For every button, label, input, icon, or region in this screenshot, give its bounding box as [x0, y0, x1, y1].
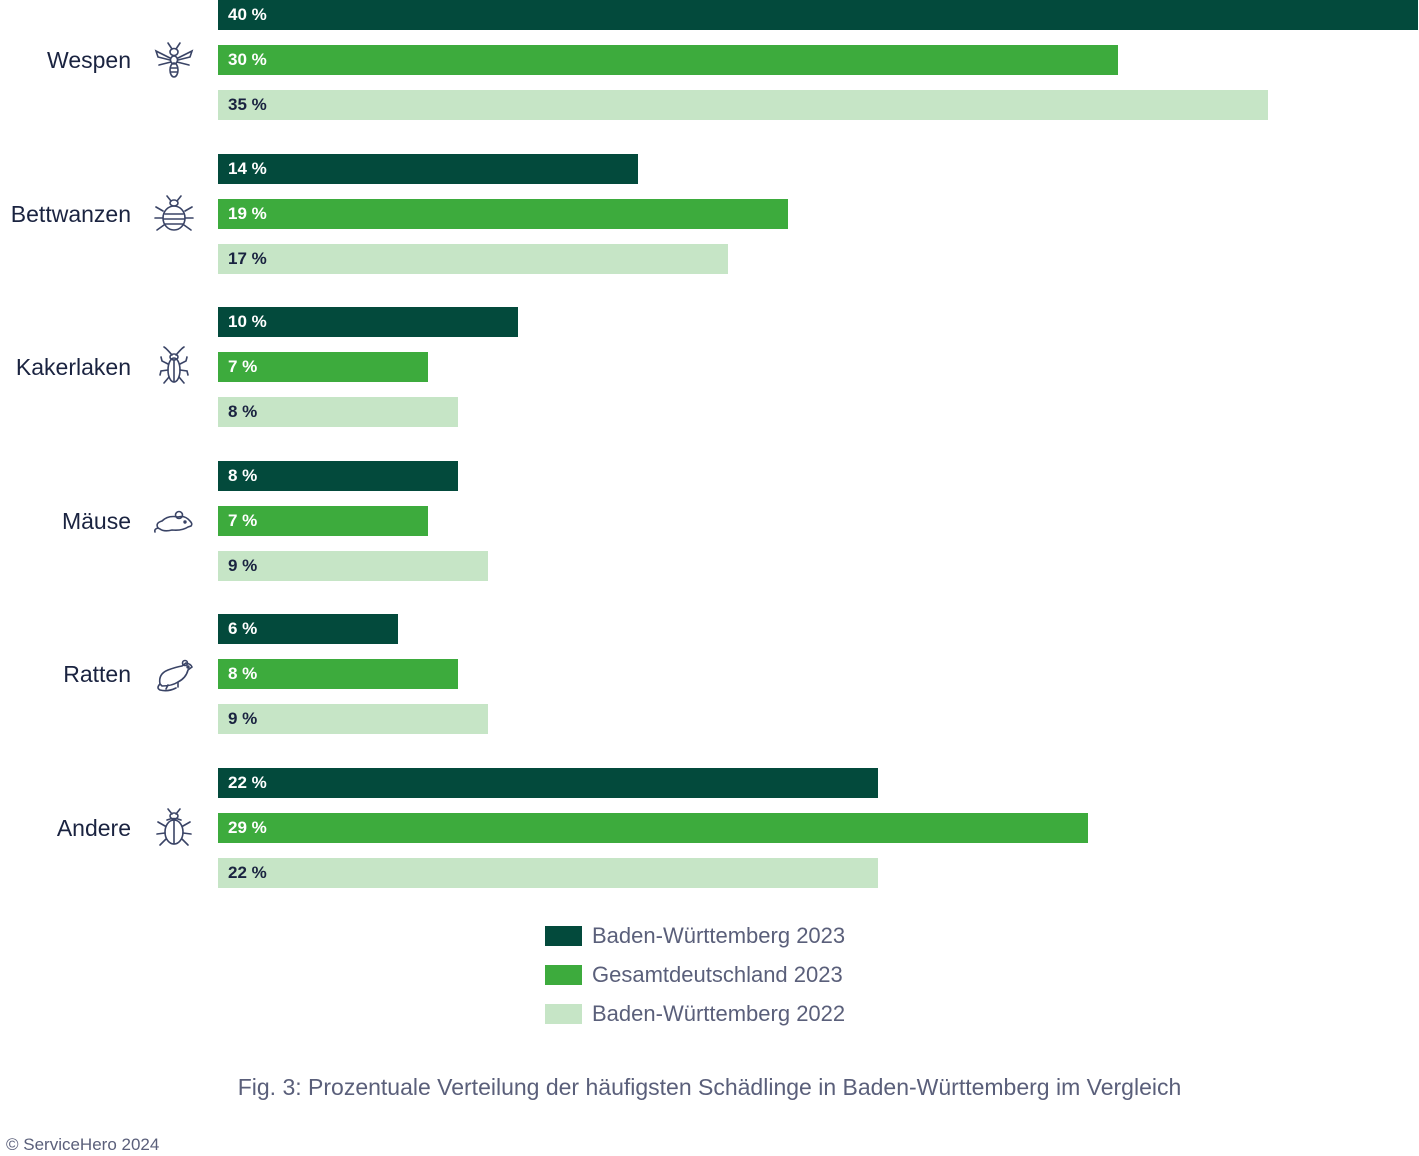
bedbug-icon	[152, 192, 196, 236]
cockroach-icon	[152, 345, 196, 389]
bar-value-label: 19 %	[228, 203, 267, 223]
bar-value-label: 8 %	[228, 465, 258, 485]
legend-swatch	[545, 926, 582, 946]
legend-swatch	[545, 1004, 582, 1024]
bar-maeuse-series-3: 9 %	[218, 550, 488, 581]
beetle-icon	[152, 806, 196, 850]
rat-icon	[152, 652, 196, 696]
mouse-icon	[152, 499, 196, 543]
category-label-andere: Andere	[56, 815, 131, 841]
bar-bettwanzen-series-3: 17 %	[218, 243, 728, 274]
bar-andere-series-2: 29 %	[218, 813, 1088, 843]
figure-caption: Fig. 3: Prozentuale Verteilung der häufi…	[237, 1074, 1182, 1100]
bar-wespen-series-3: 35 %	[218, 90, 1268, 120]
bar-chart: Wespen 40 % 30 % 35 % Bettwanzen 14 % 19 % 17 %…	[10, 0, 1418, 888]
bar-wespen-series-1: 40 %	[218, 0, 1418, 30]
bar-value-label: 10 %	[228, 312, 267, 332]
bar-value-label: 35 %	[228, 95, 267, 114]
bar-value-label: 14 %	[228, 158, 267, 178]
bar-value-label: 30 %	[228, 50, 267, 69]
wasp-icon	[152, 38, 196, 82]
bar-kakerlaken-series-2: 7 %	[218, 352, 428, 383]
bar-value-label: 17 %	[228, 248, 267, 268]
bar-value-label: 40 %	[228, 5, 267, 24]
bar-value-label: 7 %	[228, 510, 258, 530]
category-label-kakerlaken: Kakerlaken	[15, 354, 131, 381]
bar-bettwanzen-series-2: 19 %	[218, 198, 788, 229]
category-label-ratten: Ratten	[63, 661, 131, 688]
bar-value-label: 29 %	[228, 818, 267, 837]
bar-value-label: 8 %	[228, 402, 258, 422]
legend-swatch	[545, 965, 582, 985]
bar-value-label: 6 %	[228, 619, 258, 639]
category-label-maeuse: Mäuse	[61, 507, 131, 534]
bar-kakerlaken-series-1: 10 %	[218, 307, 518, 338]
bar-kakerlaken-series-3: 8 %	[218, 397, 458, 428]
legend-label: Gesamtdeutschland 2023	[592, 962, 843, 987]
copyright-notice: © ServiceHero 2024	[6, 1135, 160, 1154]
bar-maeuse-series-2: 7 %	[218, 505, 428, 536]
bar-value-label: 8 %	[228, 664, 258, 684]
category-label-wespen: Wespen	[47, 47, 131, 73]
bar-wespen-series-2: 30 %	[218, 45, 1118, 75]
bar-andere-series-3: 22 %	[218, 858, 878, 888]
bar-value-label: 7 %	[228, 357, 258, 377]
bar-maeuse-series-1: 8 %	[218, 460, 458, 491]
bar-bettwanzen-series-1: 14 %	[218, 153, 638, 184]
bar-value-label: 9 %	[228, 709, 258, 729]
bar-value-label: 9 %	[228, 555, 258, 575]
bar-ratten-series-2: 8 %	[218, 659, 458, 690]
bar-value-label: 22 %	[228, 773, 267, 792]
bar-ratten-series-1: 6 %	[218, 614, 398, 645]
legend-label: Baden-Württemberg 2023	[592, 923, 846, 948]
bar-andere-series-1: 22 %	[218, 768, 878, 798]
legend-label: Baden-Württemberg 2022	[592, 1001, 846, 1026]
bar-ratten-series-3: 9 %	[218, 704, 488, 735]
category-label-bettwanzen: Bettwanzen	[10, 200, 131, 227]
bar-value-label: 22 %	[228, 863, 267, 882]
